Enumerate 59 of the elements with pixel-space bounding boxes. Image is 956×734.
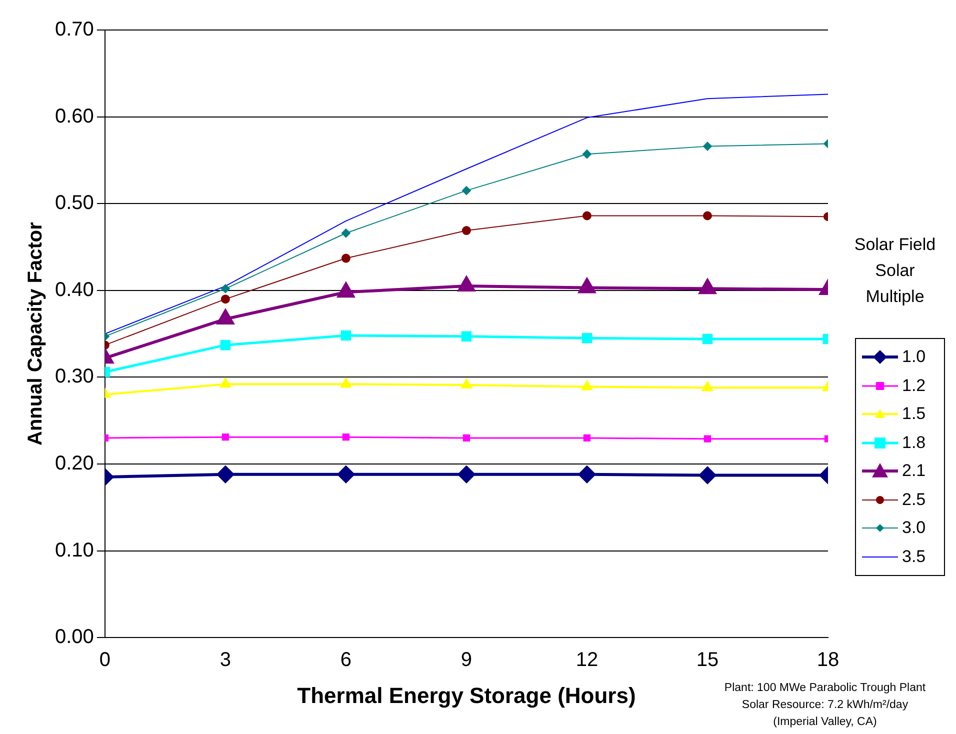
legend-label: 3.5: [902, 546, 926, 567]
point: [702, 382, 713, 392]
point: [216, 466, 234, 483]
point: [220, 284, 230, 294]
point: [582, 333, 592, 344]
text: Solar Resource: 7.2 kWh/m²/day: [740, 698, 910, 713]
x-tick-label: 0: [99, 649, 110, 672]
y-tick-label: 0.00: [54, 626, 94, 648]
point: [583, 434, 591, 442]
y-tick-label: 0.50: [54, 192, 94, 214]
point: [341, 254, 350, 263]
point: [702, 334, 713, 344]
point: [337, 466, 354, 483]
x-axis-title: Thermal Energy Storage (Hours): [297, 682, 636, 708]
y-tick-label: 0.40: [54, 278, 94, 301]
point: [462, 186, 471, 196]
y-axis-title: Annual Capacity Factor: [24, 222, 47, 446]
point: [461, 331, 472, 342]
legend-label: 3.0: [902, 518, 926, 538]
point: [461, 379, 472, 389]
point: [340, 378, 352, 388]
point: [462, 226, 471, 236]
point: [578, 466, 596, 483]
point: [582, 380, 592, 390]
point: [704, 435, 712, 442]
point: [342, 434, 350, 441]
x-tick-label: 3: [220, 649, 231, 672]
legend-label: 2.5: [902, 490, 926, 510]
legend-label: 1.8: [902, 432, 926, 453]
legend-label: 1.2: [902, 376, 926, 396]
y-tick-label: 0.20: [54, 452, 94, 475]
x-tick-label: 9: [460, 649, 472, 672]
point: [220, 294, 230, 304]
point: [582, 211, 592, 220]
point: [220, 340, 231, 350]
point: [458, 466, 475, 483]
point: [340, 330, 352, 341]
legend-label: 2.1: [902, 461, 926, 482]
y-tick-label: 0.10: [54, 539, 94, 562]
y-tick-label: 0.60: [54, 105, 94, 128]
x-tick-label: 12: [576, 649, 598, 672]
point: [702, 142, 712, 151]
point: [220, 378, 231, 388]
x-tick-label: 15: [696, 649, 719, 672]
y-tick-label: 0.30: [54, 366, 94, 388]
y-tick-label: 0.70: [54, 18, 94, 41]
point: [462, 434, 470, 442]
point: [698, 466, 716, 484]
point: [702, 211, 712, 220]
text: Plant: 100 MWe Parabolic Trough Plant: [723, 681, 927, 696]
legend-title: Solar Field Solar Multiple: [853, 234, 937, 308]
legend-label: 1.0: [902, 347, 926, 368]
legend-label: 1.5: [902, 404, 926, 424]
x-tick-label: 6: [340, 649, 352, 672]
x-tick-label: 18: [816, 649, 840, 672]
point: [222, 434, 230, 441]
point: [582, 150, 592, 159]
point: [341, 228, 350, 238]
text: (Imperial Valley, CA): [772, 715, 878, 730]
